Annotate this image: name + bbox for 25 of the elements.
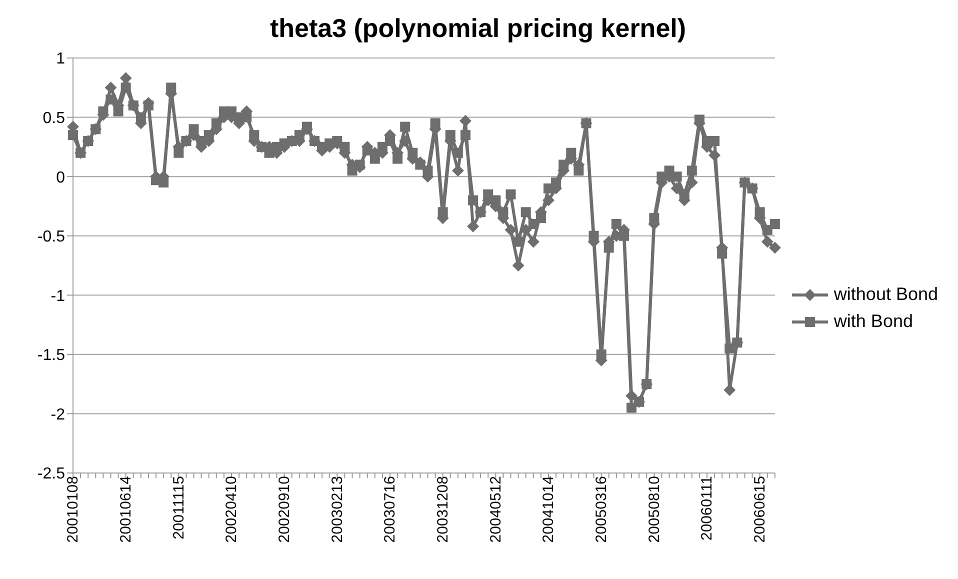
x-tick-label: 20050316 <box>592 476 610 543</box>
x-tick-label: 20040512 <box>487 476 504 543</box>
x-tick-label: 20030213 <box>328 476 346 543</box>
y-tick-label: 0 <box>56 169 66 186</box>
x-tick-label: 20020910 <box>276 476 293 543</box>
x-tick-label: 20010614 <box>117 476 134 543</box>
y-tick-label: 0.5 <box>42 110 66 127</box>
y-tick-label: 1 <box>56 50 66 68</box>
y-tick-label: -1 <box>50 288 66 305</box>
x-tick-label: 20041014 <box>540 476 558 543</box>
y-tick-label: -2 <box>50 406 66 424</box>
x-tick-label: 20050810 <box>646 476 663 543</box>
chart-title: theta3 (polynomial pricing kernel) <box>268 12 688 45</box>
x-tick-label: 20010108 <box>64 476 82 543</box>
legend-label: without Bond <box>834 284 938 305</box>
y-tick-label: -2.5 <box>37 466 66 483</box>
x-tick-label: 20031208 <box>434 476 452 543</box>
y-tick-label: -1.5 <box>37 347 66 364</box>
legend-label: with Bond <box>834 311 913 332</box>
x-tick-label: 20011115 <box>170 476 188 540</box>
y-tick-label: -0.5 <box>37 228 66 246</box>
x-tick-label: 20060615 <box>751 476 768 543</box>
x-tick-label: 20020410 <box>223 476 240 543</box>
x-tick-label: 20060111 <box>698 476 716 541</box>
x-tick-label: 20030716 <box>382 476 399 543</box>
